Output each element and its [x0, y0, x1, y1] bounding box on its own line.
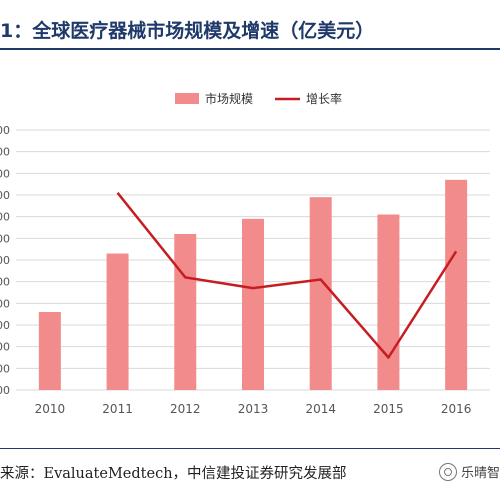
bar [445, 179, 468, 390]
source-note: 来源：EvaluateMedtech，中信建投证券研究发展部 [0, 466, 347, 482]
x-tick-label: 2015 [373, 402, 404, 416]
y-tick-label: 00 [0, 189, 10, 202]
y-tick-label: 00 [0, 167, 10, 180]
legend-label: 增长率 [306, 91, 342, 106]
y-tick-label: 00 [0, 276, 10, 289]
chart-area: 00 00 00 00 00 00 00 00 00 00 00 00 00 2010 2011 2012 2… [0, 55, 500, 445]
wechat-icon [438, 462, 457, 481]
y-tick-label: 00 [0, 319, 10, 332]
bar [377, 214, 400, 390]
growth-rate-line [116, 192, 458, 359]
x-tick-label: 2010 [35, 402, 66, 416]
bar [38, 312, 61, 390]
x-tick-label: 2012 [170, 402, 201, 416]
bar [309, 197, 332, 390]
chart-title: 1：全球医疗器械市场规模及增速（亿美元） [0, 20, 375, 42]
x-tick-label: 2011 [102, 402, 133, 416]
y-tick-label: 00 [0, 211, 10, 224]
combo-chart: 00 00 00 00 00 00 00 00 00 00 00 00 00 2010 2011 2012 2… [0, 91, 490, 416]
y-tick-label: 00 [0, 341, 10, 354]
bar [174, 234, 197, 390]
watermark: 乐晴智 [438, 462, 500, 481]
title-bar: 1：全球医疗器械市场规模及增速（亿美元） [0, 0, 500, 52]
y-tick-label: 00 [0, 254, 10, 267]
title-divider [0, 48, 500, 50]
y-tick-label: 00 [0, 297, 10, 310]
legend-bar-swatch [175, 93, 199, 104]
x-tick-label: 2014 [305, 402, 336, 416]
legend-label: 市场规模 [205, 91, 253, 106]
y-tick-label: 00 [0, 232, 10, 245]
y-tick-label: 00 [0, 362, 10, 375]
source-divider [0, 448, 500, 449]
y-tick-label: 00 [0, 124, 10, 137]
y-tick-label: 00 [0, 146, 10, 159]
watermark-text: 乐晴智 [460, 466, 500, 481]
y-tick-label: 00 [0, 384, 10, 397]
x-tick-label: 2016 [441, 402, 472, 416]
bar [242, 218, 264, 390]
x-tick-label: 2013 [238, 402, 269, 416]
bar [106, 253, 129, 390]
